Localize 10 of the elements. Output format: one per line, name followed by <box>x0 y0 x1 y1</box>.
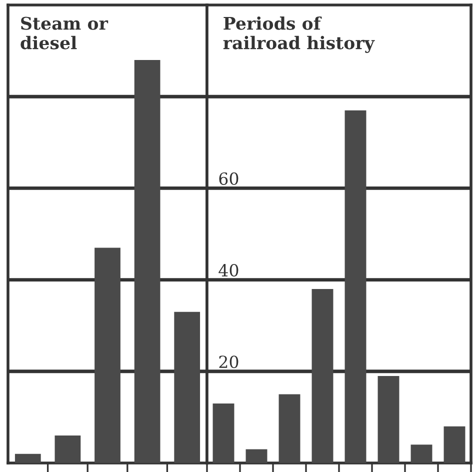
y-tick-label: 40 <box>218 264 238 277</box>
text: Steam or diesel <box>20 16 108 50</box>
y-tick-label: 60 <box>219 172 238 185</box>
text: Periods of railroad history <box>223 16 375 53</box>
bar <box>134 60 160 463</box>
bar <box>54 436 81 463</box>
y-tick-label: 20 <box>219 356 238 368</box>
bar <box>14 454 41 463</box>
bar <box>174 312 200 463</box>
bar <box>94 248 120 463</box>
